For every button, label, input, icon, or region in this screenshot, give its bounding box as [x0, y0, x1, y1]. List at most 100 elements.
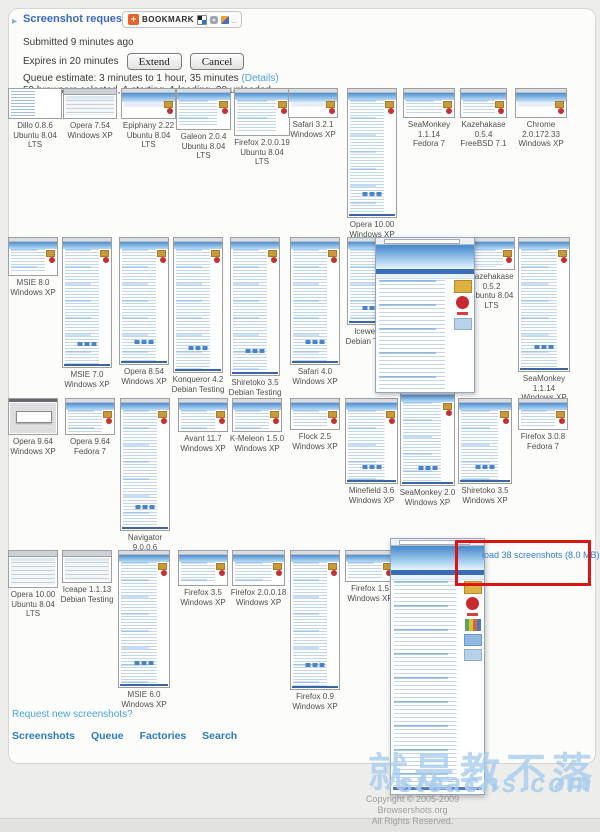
browser-thumbnail[interactable]: Iceape 1.1.13 Debian Testing [61, 550, 113, 604]
thumbnail-image[interactable] [120, 398, 170, 531]
nav-factories[interactable]: Factories [139, 730, 187, 742]
thumbnail-image[interactable] [290, 237, 340, 365]
thumbnail-image[interactable] [232, 550, 285, 586]
browser-thumbnail[interactable]: SeaMonkey 2.0 Windows XP [400, 390, 455, 507]
browser-thumbnail[interactable]: SeaMonkey 1.1.14 Fedora 7 [403, 88, 455, 148]
thumbnail-image[interactable] [232, 398, 282, 432]
thumbnail-image[interactable] [121, 88, 176, 119]
browser-chrome-strip [459, 399, 511, 403]
browser-thumbnail[interactable]: Safari 3.2.1 Windows XP [288, 88, 338, 139]
thumbnail-image[interactable] [176, 88, 231, 130]
share-service-icon[interactable] [221, 15, 229, 24]
thumbnail-image[interactable] [460, 88, 507, 118]
browser-thumbnail[interactable]: Avant 11.7 Windows XP [178, 398, 228, 453]
cancel-button[interactable]: Cancel [189, 53, 245, 70]
browser-thumbnail[interactable]: K-Meleon 1.5.0 Windows XP [230, 398, 284, 453]
thumbnail-image[interactable] [290, 398, 340, 430]
browser-thumbnail[interactable]: Opera 9.64 Windows XP [8, 398, 58, 456]
annotation-red-box [455, 540, 591, 586]
browser-chrome-strip [64, 89, 116, 95]
browser-chrome-strip [346, 399, 397, 403]
thumbnail-image[interactable] [403, 88, 455, 118]
mini-gallery [134, 340, 154, 344]
browser-chrome-strip [9, 238, 57, 242]
thumbnail-image[interactable] [345, 550, 395, 582]
browser-thumbnail[interactable]: Kazehakase 0.5.2 Ubuntu 8.04 LTS [468, 237, 515, 310]
browser-thumbnail[interactable]: Safari 4.0 Windows XP [290, 237, 340, 386]
browser-thumbnail[interactable]: Opera 9.64 Fedora 7 [65, 398, 115, 456]
browser-thumbnail[interactable]: Opera 10.00 Ubuntu 8.04 LTS [8, 550, 58, 618]
nav-search[interactable]: Search [202, 730, 238, 742]
browser-thumbnail[interactable]: Konqueror 4.2 Debian Testing [172, 237, 224, 394]
browser-thumbnail[interactable]: Galeon 2.0.4 Ubuntu 8.04 LTS [176, 88, 231, 160]
thumbnail-image[interactable] [347, 88, 397, 218]
browser-chrome-strip [376, 238, 474, 245]
enlarged-thumbnail-preview[interactable] [375, 237, 475, 393]
details-link[interactable]: (Details) [241, 73, 279, 84]
thumbnail-image[interactable] [288, 88, 338, 118]
browser-chrome-strip [233, 399, 281, 403]
browser-thumbnail[interactable]: Firefox 3.5 Windows XP [178, 550, 228, 607]
heart-logo [219, 418, 225, 424]
browser-thumbnail[interactable]: Firefox 0.9 Windows XP [290, 550, 340, 711]
thumbnail-image[interactable] [8, 550, 58, 588]
thumbnail-image[interactable] [178, 550, 228, 586]
bookmark-more-icon[interactable]: _ [232, 15, 237, 24]
thumbnail-image[interactable] [230, 237, 280, 376]
browser-thumbnail[interactable]: Chrome 2.0.172.33 Windows XP [515, 88, 567, 148]
request-new-screenshots-link[interactable]: Request new screenshots? [12, 709, 133, 720]
thumbnail-image[interactable] [63, 88, 117, 119]
browser-chrome-strip [519, 238, 569, 242]
browser-thumbnail[interactable]: MSIE 7.0 Windows XP [62, 237, 112, 389]
thumbnail-image[interactable] [8, 237, 58, 276]
thumbnail-image[interactable] [118, 550, 170, 688]
page-text-lines [181, 562, 225, 583]
browser-thumbnail[interactable]: MSIE 6.0 Windows XP [118, 550, 170, 709]
thumbnail-label: Firefox 0.9 Windows XP [292, 692, 338, 711]
browser-thumbnail[interactable]: Firefox 2.0.0.19 Ubuntu 8.04 LTS [234, 88, 290, 166]
thumbnail-image[interactable] [518, 237, 570, 372]
browser-thumbnail[interactable]: Minefield 3.6 Windows XP [345, 398, 398, 505]
thumbnail-image[interactable] [458, 398, 512, 484]
thumbnail-image[interactable] [400, 390, 455, 486]
browser-thumbnail[interactable]: Shiretoko 3.5 Windows XP [458, 398, 512, 505]
thumbnail-image[interactable] [234, 88, 290, 136]
browser-thumbnail[interactable]: Opera 7.54 Windows XP [63, 88, 117, 140]
nav-screenshots[interactable]: Screenshots [12, 730, 76, 742]
thumbnail-image[interactable] [62, 550, 112, 583]
download-screenshots-link[interactable]: load 38 screenshots (8.0 MB) [482, 550, 600, 560]
browser-thumbnail[interactable]: Kazehakase 0.5.4 FreeBSD 7.1 [460, 88, 507, 148]
thumbnail-image[interactable] [515, 88, 567, 118]
stumbleupon-icon[interactable] [210, 15, 218, 24]
thumbnail-image[interactable] [178, 398, 228, 432]
delicious-icon[interactable] [197, 14, 207, 25]
thumbnail-image[interactable] [62, 237, 112, 368]
thumbnail-image[interactable] [119, 237, 169, 365]
thumbnail-image[interactable] [468, 237, 515, 270]
browser-thumbnail[interactable]: Firefox 1.5 Windows XP [345, 550, 395, 603]
thumbnail-image[interactable] [8, 398, 58, 435]
browser-thumbnail[interactable]: Epiphany 2.22 Ubuntu 8.04 LTS [121, 88, 176, 149]
thumbnail-image[interactable] [65, 398, 115, 435]
browser-thumbnail[interactable]: Shiretoko 3.5 Debian Testing [229, 237, 281, 397]
browser-thumbnail[interactable]: MSIE 8.0 Windows XP [8, 237, 58, 297]
thumbnail-image[interactable] [290, 550, 340, 690]
thumbnail-image[interactable] [8, 88, 62, 119]
browser-thumbnail[interactable]: Opera 10.00 Windows XP [347, 88, 397, 239]
enlarged-thumbnail-preview-2[interactable] [390, 538, 485, 795]
bookmark-widget[interactable]: + BOOKMARK _ [122, 11, 243, 28]
thumbnail-image[interactable] [173, 237, 223, 373]
nav-queue[interactable]: Queue [90, 730, 124, 742]
thumbnail-image[interactable] [518, 398, 568, 430]
extend-button[interactable]: Extend [126, 53, 182, 70]
browser-thumbnail[interactable]: Opera 8.54 Windows XP [119, 237, 169, 386]
thumbnail-image[interactable] [345, 398, 398, 484]
browser-thumbnail[interactable]: Flock 2.5 Windows XP [290, 398, 340, 451]
site-banner [291, 555, 339, 562]
browser-thumbnail[interactable]: Firefox 3.0.8 Fedora 7 [518, 398, 568, 451]
browser-thumbnail[interactable]: Dillo 0.8.6 Ubuntu 8.04 LTS [8, 88, 62, 149]
browser-thumbnail[interactable]: Firefox 2.0.0.18 Windows XP [231, 550, 286, 607]
page-text-lines [233, 249, 277, 373]
